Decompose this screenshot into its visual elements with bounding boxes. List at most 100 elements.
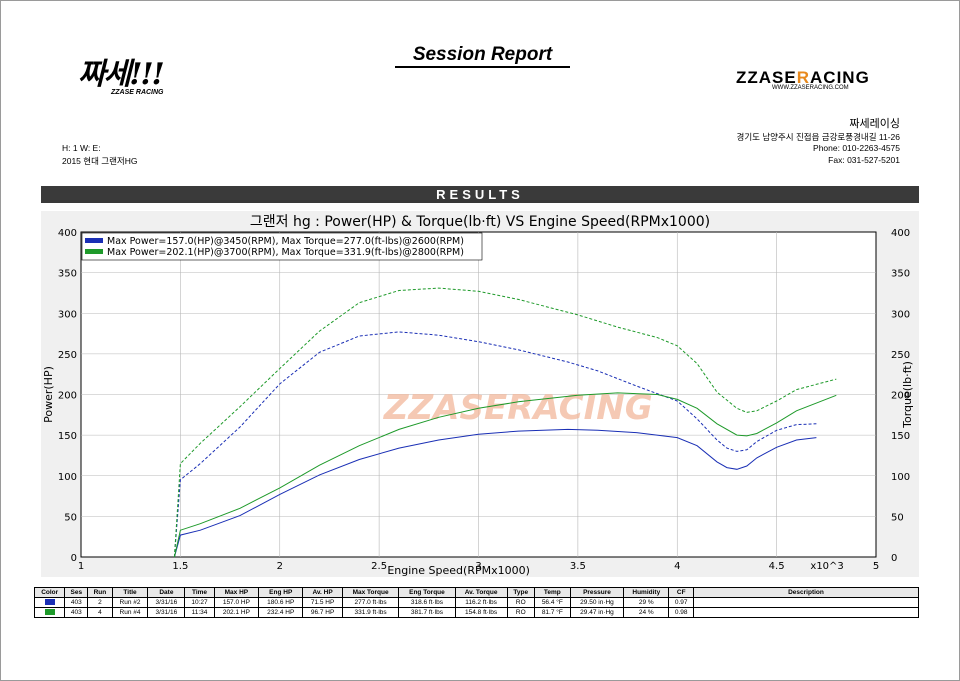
report-title: Session Report <box>395 44 570 68</box>
table-cell: 71.5 HP <box>302 597 343 608</box>
table-cell: 11:34 <box>184 607 215 618</box>
y-tick-label-left: 400 <box>58 228 77 239</box>
table-header-cell: Max HP <box>213 587 260 598</box>
legend-entry: Max Power=202.1(HP)@3700(RPM), Max Torqu… <box>107 247 464 258</box>
x-tick-label: 2 <box>277 561 283 572</box>
table-header-cell: Time <box>184 587 215 598</box>
table-cell: 2 <box>87 597 113 608</box>
table-header-cell: Type <box>506 587 535 598</box>
series-line-power-run2 <box>173 428 817 558</box>
table-cell: 277.0 ft·lbs <box>341 597 400 608</box>
y-tick-label-right: 350 <box>891 269 910 280</box>
y-tick-label-left: 0 <box>71 553 77 564</box>
y-tick-label-left: 150 <box>58 431 77 442</box>
legend-swatch <box>85 238 103 243</box>
series-line-torque-run2 <box>173 331 817 558</box>
x-tick-label: 3 <box>475 561 481 572</box>
table-body: 403 2 Run #2 3/31/16 10:27 157.0 HP 180.6 HP 71… <box>33 597 919 618</box>
y-tick-label-right: 300 <box>891 309 910 320</box>
table-cell: 403 <box>64 607 89 618</box>
x-tick-label: 4.5 <box>769 561 785 572</box>
table-cell: 96.7 HP <box>302 607 343 618</box>
table-cell: 116.2 ft·lbs <box>454 597 508 608</box>
table-cell: 180.6 HP <box>258 597 304 608</box>
table-cell: 403 <box>64 597 89 608</box>
table-header-cell: Pressure <box>569 587 625 598</box>
table-header-cell: Description <box>693 587 919 598</box>
y-tick-label-right: 250 <box>891 350 910 361</box>
legend-entry: Max Power=157.0(HP)@3450(RPM), Max Torqu… <box>107 236 464 247</box>
run-color-swatch <box>44 599 55 606</box>
company-phone: Phone: 010-2263-4575 <box>813 143 900 153</box>
color-cell <box>33 607 66 618</box>
dyno-chart-svg: 그랜저 hg : Power(HP) & Torque(lb·ft) VS En… <box>42 214 914 577</box>
y-axis-right-label: Torque(lb·ft) <box>901 361 914 429</box>
table-cell: 232.4 HP <box>258 607 304 618</box>
table-cell: RO <box>506 607 535 618</box>
table-cell: 318.6 ft·lbs <box>398 597 456 608</box>
legend-swatch <box>85 249 103 254</box>
legend-box <box>81 232 483 261</box>
table-header-cell: Date <box>147 587 186 598</box>
table-cell: 3/31/16 <box>147 607 186 618</box>
right-logo-text: ZZASERACING <box>736 68 870 87</box>
table-cell: 29.50 in·Hg <box>569 597 625 608</box>
y-tick-label-left: 250 <box>58 350 77 361</box>
table-cell: 331.9 ft·lbs <box>341 607 400 618</box>
runs-table: Color Ses Run Title Date Time Max HP Eng HP Av. … <box>33 587 919 618</box>
table-header-cell: Eng Torque <box>398 587 456 598</box>
table-header-cell: CF <box>668 587 694 598</box>
table-cell: 154.8 ft·lbs <box>454 607 508 618</box>
left-logo-sub: ZZASE RACING <box>111 89 164 96</box>
table-cell: 3/31/16 <box>147 597 186 608</box>
y-tick-label-right: 50 <box>891 512 904 523</box>
table-cell: 381.7 ft·lbs <box>398 607 456 618</box>
table-cell: 0.98 <box>668 607 694 618</box>
x-tick-label: 5 <box>873 561 879 572</box>
y-tick-label-right: 100 <box>891 472 910 483</box>
table-header-cell: Eng HP <box>258 587 304 598</box>
table-cell: 157.0 HP <box>213 597 260 608</box>
table-cell: 29 % <box>623 597 670 608</box>
x-tick-label: 3.5 <box>570 561 586 572</box>
y-tick-label-left: 50 <box>64 512 77 523</box>
table-cell: 10:27 <box>184 597 215 608</box>
table-cell: Run #2 <box>111 597 149 608</box>
right-logo-url: WWW.ZZASERACING.COM <box>772 85 849 91</box>
table-header-cell: Title <box>111 587 149 598</box>
y-tick-label-right: 150 <box>891 431 910 442</box>
hwe-line: H: 1 W: E: <box>62 143 101 153</box>
right-logo: ZZASERACING WWW.ZZASERACING.COM <box>736 68 906 91</box>
y-tick-label-left: 200 <box>58 391 77 402</box>
table-cell: 4 <box>87 607 113 618</box>
table-header-cell: Temp <box>533 587 571 598</box>
table-header-cell: Run <box>87 587 113 598</box>
table-cell <box>693 607 919 618</box>
grid <box>81 232 876 557</box>
table-cell: 202.1 HP <box>213 607 260 618</box>
table-header-cell: Av. HP <box>302 587 343 598</box>
x-tick-label: 2.5 <box>371 561 387 572</box>
table-cell: 81.7 °F <box>533 607 571 618</box>
run-color-swatch <box>44 609 55 616</box>
table-header-cell: Ses <box>64 587 89 598</box>
y-tick-label-left: 350 <box>58 269 77 280</box>
table-cell: 0.97 <box>668 597 694 608</box>
table-row: 403 4 Run #4 3/31/16 11:34 202.1 HP 232.4 HP 96… <box>33 607 919 618</box>
x-tick-label: 4 <box>674 561 680 572</box>
x-tick-label: 1 <box>78 561 84 572</box>
table-header-cell: Av. Torque <box>454 587 508 598</box>
x-tick-label: 1.5 <box>172 561 188 572</box>
y-tick-label-right: 0 <box>891 553 897 564</box>
y-tick-label-left: 100 <box>58 472 77 483</box>
color-cell <box>33 597 66 608</box>
table-cell: 24 % <box>623 607 670 618</box>
chart-title: 그랜저 hg : Power(HP) & Torque(lb·ft) VS En… <box>250 214 710 230</box>
legend: Max Power=157.0(HP)@3450(RPM), Max Torqu… <box>81 232 483 261</box>
table-cell: 56.4 °F <box>533 597 571 608</box>
y-axis-left-label: Power(HP) <box>42 366 55 423</box>
series-group <box>173 287 837 558</box>
table-header-cell: Max Torque <box>341 587 400 598</box>
left-logo-text: 짜세!!! <box>78 57 165 92</box>
company-fax: Fax: 031-527-5201 <box>828 155 900 165</box>
